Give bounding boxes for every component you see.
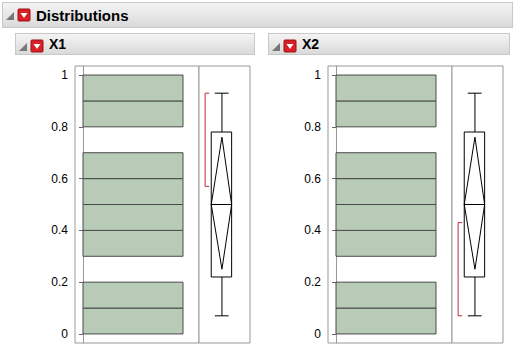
html-text:Distributions: Distributions <box>36 7 129 24</box>
svg-text:0.6: 0.6 <box>51 172 68 186</box>
svg-text:0.6: 0.6 <box>304 172 321 186</box>
svg-text:0.8: 0.8 <box>304 120 321 134</box>
svg-text:0.2: 0.2 <box>304 275 321 289</box>
svg-text:0.4: 0.4 <box>304 223 321 237</box>
svg-text:1: 1 <box>61 68 68 82</box>
svg-text:0: 0 <box>314 327 321 341</box>
svg-text:0.2: 0.2 <box>51 275 68 289</box>
svg-text:1: 1 <box>314 68 321 82</box>
html-text:X2: X2 <box>302 36 320 52</box>
html-text:X1: X1 <box>49 36 67 52</box>
svg-text:0.8: 0.8 <box>51 120 68 134</box>
svg-text:0: 0 <box>61 327 68 341</box>
svg-text:0.4: 0.4 <box>51 223 68 237</box>
